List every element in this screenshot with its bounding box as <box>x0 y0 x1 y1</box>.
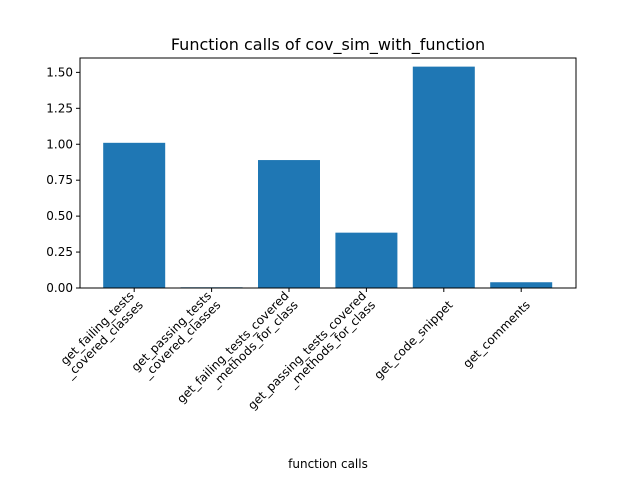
chart-title: Function calls of cov_sim_with_function <box>171 35 485 55</box>
x-tick-label-line: get_comments <box>460 298 533 371</box>
bar-0 <box>103 142 166 288</box>
x-tick-label-line: _methods_for_class <box>285 298 378 391</box>
x-tick-label-line: get_code_snippet <box>371 298 455 382</box>
x-tick-label-line: get_passing_tests <box>129 289 215 375</box>
y-tick-label-3: 0.75 <box>46 173 73 187</box>
plot-frame <box>79 57 577 289</box>
bar-4 <box>412 66 475 288</box>
bars-group <box>103 66 553 288</box>
x-tick-label-4: get_code_snippet <box>371 298 455 382</box>
y-tick-label-0: 0.00 <box>46 281 73 295</box>
y-tick-label-2: 0.50 <box>46 209 73 223</box>
x-tick-label-5: get_comments <box>460 298 533 371</box>
y-tick-label-1: 0.25 <box>46 245 73 259</box>
y-tick-label-5: 1.25 <box>46 101 73 115</box>
bar-5 <box>490 282 553 288</box>
x-axis-label: function calls <box>288 457 368 471</box>
y-tick-label-4: 1.00 <box>46 137 73 151</box>
y-axis: 0.00 0.25 0.50 0.75 1.00 1.25 1.50 <box>46 65 80 295</box>
y-tick-label-6: 1.50 <box>46 65 73 79</box>
bar-2 <box>258 160 320 288</box>
bar-3 <box>335 232 398 288</box>
x-axis: get_failing_tests_covered_classesget_pas… <box>58 288 533 413</box>
